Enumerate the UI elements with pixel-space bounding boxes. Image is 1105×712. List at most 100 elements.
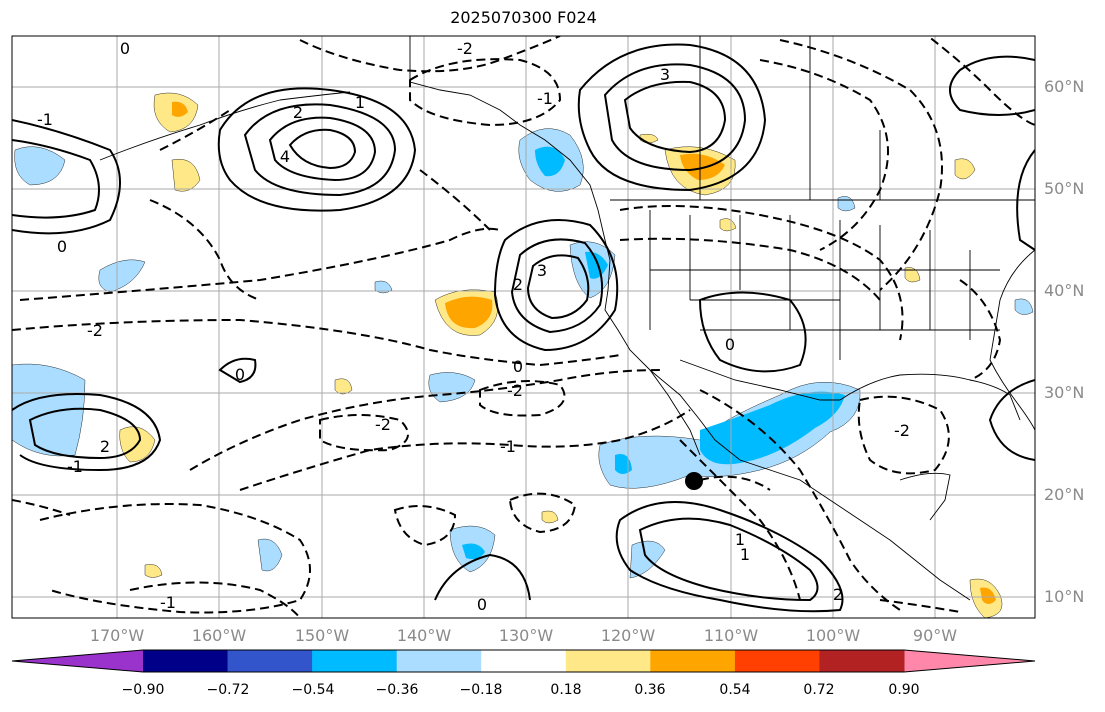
contour-neg-1	[19, 227, 501, 301]
contour-pos-8	[493, 219, 619, 352]
colorbar-tick-label: 0.90	[888, 682, 920, 698]
coast-yucatan	[899, 472, 951, 521]
colorbar-segment	[312, 650, 398, 672]
contour-pos-1	[217, 87, 417, 212]
contour-label: 2	[100, 437, 110, 456]
lon-label: 120°W	[600, 626, 656, 645]
contour-label: 0	[477, 595, 487, 614]
colorbar	[11, 649, 1036, 673]
shade-cyan-south	[462, 543, 485, 560]
contour-layer	[12, 36, 1035, 618]
contour-pos-22	[12, 139, 100, 219]
colorbar-tick-label: 0.54	[719, 682, 751, 698]
contour-neg-20	[149, 199, 261, 301]
contour-label: 2	[513, 275, 523, 294]
contour-pos-3	[268, 116, 377, 182]
map-panel	[12, 36, 1035, 618]
contour-neg-9	[759, 59, 889, 251]
contour-pos-11	[12, 393, 162, 472]
shade-blue-small-1	[98, 259, 146, 293]
coast-gulf	[839, 373, 1021, 421]
contour-pos-9	[510, 238, 604, 334]
contour-label: 4	[280, 147, 290, 166]
colorbar-segment	[396, 650, 482, 672]
shade-orange-offshore	[445, 296, 493, 329]
contour-pos-15	[434, 553, 531, 601]
contour-pos-13	[615, 501, 844, 613]
lat-label: 30°N	[1044, 383, 1085, 402]
shading-layer	[12, 92, 1034, 618]
lat-label: 10°N	[1044, 587, 1085, 606]
colorbar-segment	[650, 650, 736, 672]
contour-label: -2	[87, 321, 103, 340]
contour-neg-21	[159, 109, 231, 151]
contour-neg-6	[479, 380, 566, 417]
contour-neg-8	[299, 36, 561, 73]
contour-neg-11	[619, 205, 904, 341]
lon-label: 100°W	[805, 626, 861, 645]
location-marker-dot	[685, 472, 703, 490]
colorbar-tick-label: −0.72	[206, 682, 250, 698]
shade-blue-tiny	[629, 540, 666, 579]
contour-neg-10	[779, 39, 943, 291]
border-states-1	[649, 210, 1000, 360]
contour-neg-7	[409, 58, 562, 127]
shade-blue-tiny-4	[374, 280, 393, 294]
shade-yellow-small-1	[171, 159, 201, 192]
coastlines	[99, 36, 1035, 601]
contour-pos-12	[28, 407, 142, 460]
contour-label: 0	[725, 335, 735, 354]
contour-neg-4	[239, 409, 691, 491]
colorbar-tick-label: 0.72	[803, 682, 835, 698]
contour-pos-14	[638, 517, 819, 602]
contour-neg-17	[508, 492, 577, 534]
shade-cyan-mexico	[700, 391, 845, 465]
colorbar-segment	[143, 650, 229, 672]
coast-alaska	[409, 36, 599, 211]
contour-label: -2	[375, 415, 391, 434]
contour-pos-20	[988, 379, 1035, 461]
shade-yellow-tiny-3	[904, 267, 921, 283]
contour-pos-2	[243, 103, 397, 197]
figure-title: 2025070300 F024	[450, 8, 597, 27]
shade-blue-pacific-nw	[14, 146, 66, 186]
colorbar-tick-label: −0.18	[459, 682, 503, 698]
lon-label: 160°W	[191, 626, 247, 645]
lat-label: 50°N	[1044, 179, 1085, 198]
colorbar-tick-label: −0.36	[375, 682, 419, 698]
contour-label: -1	[160, 593, 176, 612]
contour-label: -2	[507, 381, 523, 400]
lon-label: 140°W	[396, 626, 452, 645]
contour-label: -2	[457, 39, 473, 58]
contour-label: 1	[735, 530, 745, 549]
shade-blue-mid	[428, 372, 476, 403]
shade-orange-canada	[680, 153, 725, 180]
contour-label: 0	[57, 237, 67, 256]
contour-neg-25	[959, 279, 1002, 381]
lon-label: 170°W	[89, 626, 145, 645]
contour-neg-16	[393, 505, 457, 547]
shade-cyan-gulf-alaska	[535, 146, 565, 177]
shade-orange-aleutian	[172, 101, 188, 117]
contour-neg-18	[39, 503, 311, 614]
coast-baja	[649, 369, 701, 456]
contour-neg-23	[926, 36, 1035, 126]
shade-yellow-small-2	[334, 378, 353, 395]
colorbar-segment	[227, 650, 313, 672]
contour-label: 0	[513, 357, 523, 376]
contour-label: -1	[37, 110, 53, 129]
contour-neg-15	[679, 439, 801, 601]
contour-neg-2	[12, 318, 621, 367]
shade-yellow-east	[954, 158, 976, 180]
contour-neg-24	[879, 599, 961, 613]
contour-pos-17	[218, 357, 257, 384]
shade-yellow-small-4	[541, 510, 559, 524]
contour-labels: -2 0 2 3 4 -1 1 -2 0 -1 2 3 -2 -1 0 -1 -…	[37, 39, 910, 614]
contour-pos-16	[698, 291, 807, 373]
colorbar-segment	[565, 650, 651, 672]
colorbar-segment	[734, 650, 820, 672]
contour-label: 1	[355, 93, 365, 112]
contour-neg-19	[129, 581, 301, 618]
shade-blue-west	[12, 363, 86, 457]
